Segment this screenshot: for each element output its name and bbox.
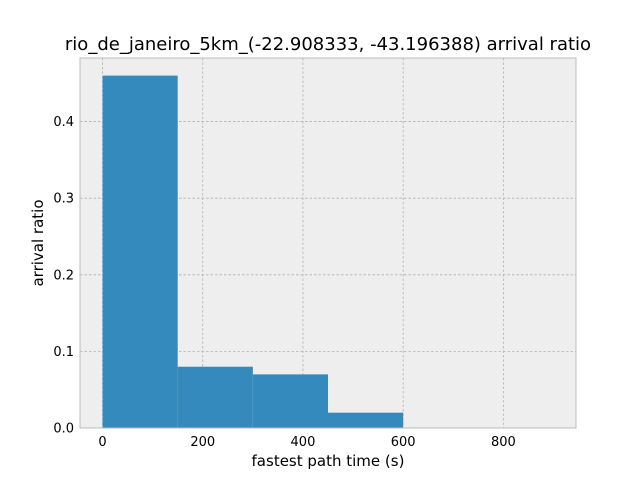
y-axis-label: arrival ratio [29,199,47,286]
histogram-bar [102,75,178,428]
x-axis-label: fastest path time (s) [252,452,405,470]
x-tick-label: 200 [190,435,215,450]
y-tick-label: 0.4 [53,115,74,130]
plot-frame [79,57,577,429]
x-tick-label: 0 [98,435,106,450]
x-tick-label: 800 [491,435,516,450]
y-tick-label: 0.0 [53,422,74,437]
chart-title: rio_de_janeiro_5km_(-22.908333, -43.1963… [65,34,591,55]
bars [102,75,404,428]
y-tick-label: 0.2 [53,268,74,283]
y-tick-label: 0.1 [53,345,74,360]
histogram-bar [252,374,328,428]
y-tick-label: 0.3 [53,192,74,207]
x-tick-label: 400 [291,435,316,450]
x-tick-label: 600 [391,435,416,450]
histogram-bar [328,412,404,428]
ticks: 0 200 400 600 800 0.0 0.1 0.2 0.3 0.4 [53,115,515,450]
histogram-bar [177,366,253,428]
